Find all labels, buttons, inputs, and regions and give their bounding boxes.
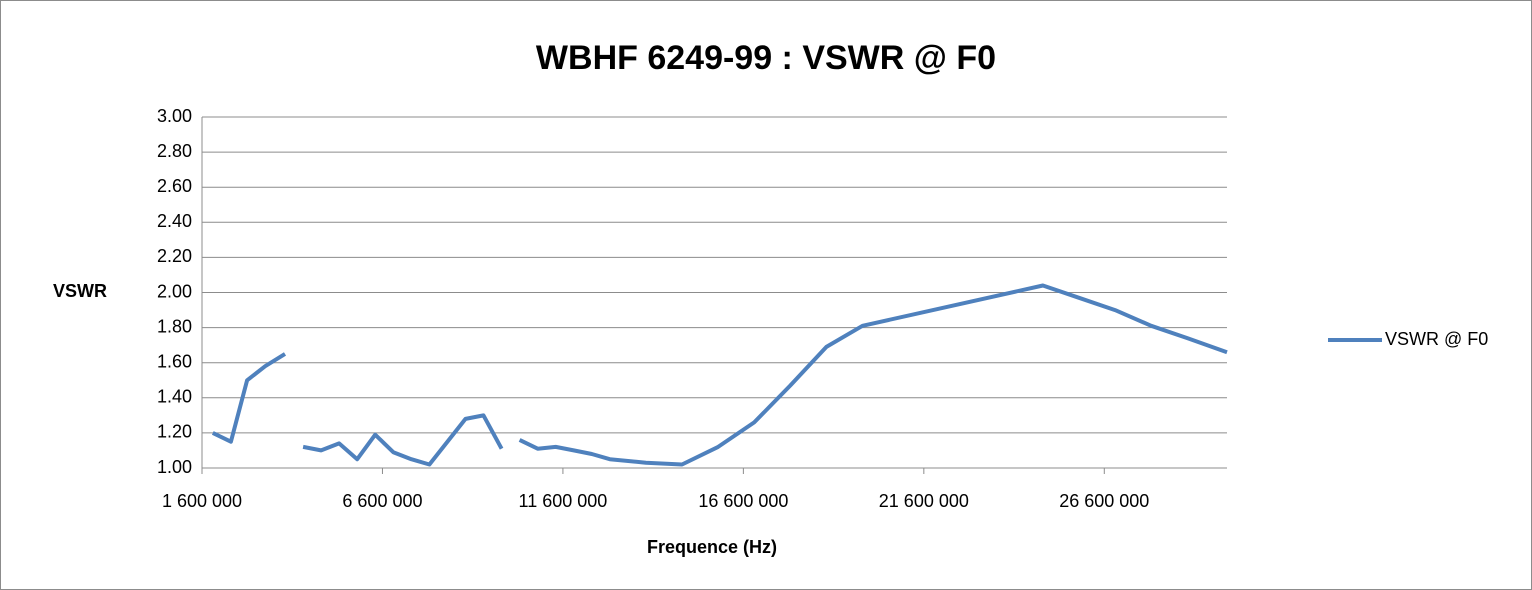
y-tick-label: 2.40 xyxy=(157,211,192,231)
y-tick-label: 1.20 xyxy=(157,422,192,442)
y-tick-label: 1.80 xyxy=(157,316,192,336)
x-tick-label: 16 600 000 xyxy=(698,491,788,511)
y-tick-label: 2.80 xyxy=(157,141,192,161)
y-tick-label: 1.60 xyxy=(157,351,192,371)
series-line xyxy=(211,283,1228,467)
x-tick-label: 6 600 000 xyxy=(342,491,422,511)
y-tick-label: 1.00 xyxy=(157,457,192,477)
y-axis-title: VSWR xyxy=(53,281,107,301)
y-tick-label: 2.60 xyxy=(157,176,192,196)
y-tick-label: 3.00 xyxy=(157,106,192,126)
legend-label: VSWR @ F0 xyxy=(1385,329,1488,349)
y-tick-label: 1.40 xyxy=(157,387,192,407)
y-tick-label: 2.20 xyxy=(157,246,192,266)
x-tick-label: 21 600 000 xyxy=(879,491,969,511)
x-tick-label: 1 600 000 xyxy=(162,491,242,511)
chart-title: WBHF 6249-99 : VSWR @ F0 xyxy=(536,39,996,77)
x-axis-title: Frequence (Hz) xyxy=(647,537,777,557)
x-tick-label: 11 600 000 xyxy=(519,491,608,511)
x-tick-label: 26 600 000 xyxy=(1059,491,1149,511)
y-tick-label: 2.00 xyxy=(157,281,192,301)
